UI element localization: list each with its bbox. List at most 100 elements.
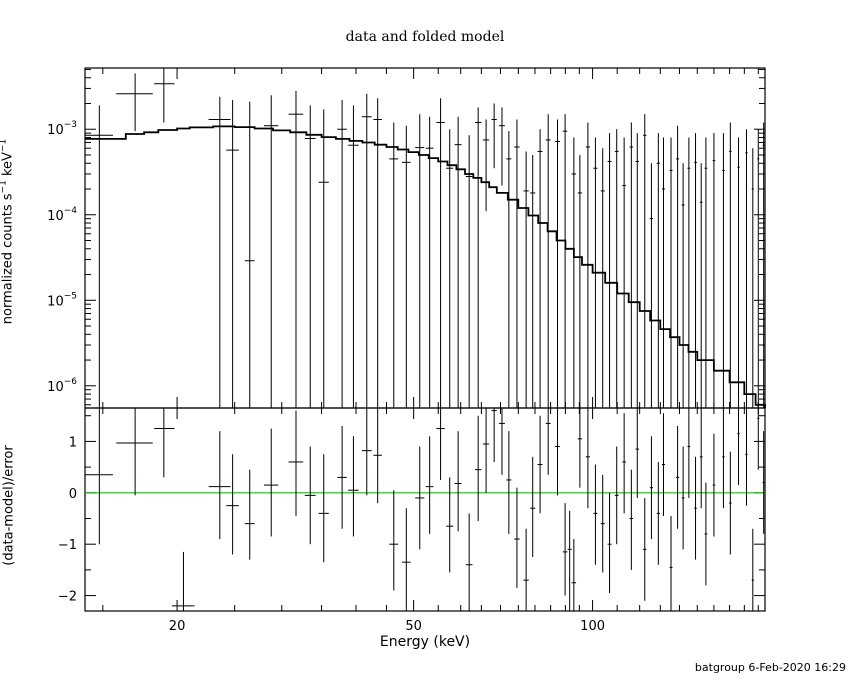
y-axis-label-top-unit: keV [0, 152, 16, 181]
data-point [699, 163, 703, 408]
residual-point [244, 469, 255, 560]
top-panel: 10−3 10−4 10−5 10−6 [47, 67, 766, 409]
residual-point [704, 482, 708, 586]
data-point [506, 131, 512, 408]
data-point [389, 122, 399, 408]
residual-point [669, 515, 673, 611]
residual-point [446, 477, 454, 573]
residual-point [154, 408, 175, 478]
residual-point [425, 436, 434, 534]
residual-point [337, 425, 347, 529]
residual-point [288, 410, 304, 516]
y-axis-label-top-exp1: −1 [0, 180, 9, 194]
data-point [681, 163, 685, 408]
residual-point [361, 408, 372, 496]
residual-point [474, 415, 482, 522]
residual-point [85, 408, 113, 545]
data-point [757, 129, 760, 408]
residual-point [567, 510, 572, 611]
data-point [263, 95, 279, 408]
y-tick-label: 10−6 [47, 377, 77, 395]
data-point [361, 93, 372, 408]
x-tick-label: 20 [169, 619, 186, 634]
residual-point [454, 431, 462, 532]
residual-point [699, 408, 703, 509]
y-axis-label-bottom: (data-model)/error [1, 445, 17, 566]
data-point [737, 137, 740, 408]
y-tick-label: 10−4 [47, 206, 77, 224]
data-point [649, 163, 654, 408]
data-point [593, 137, 598, 408]
residual-point [208, 431, 231, 540]
residual-point [722, 408, 725, 509]
data-point [571, 137, 577, 408]
data-point [491, 103, 497, 169]
residual-point [436, 408, 445, 480]
residual-point [116, 408, 153, 496]
residual-point [629, 469, 634, 570]
data-point [304, 105, 316, 408]
y-axis-label-top: normalized counts s−1 keV−1 [0, 102, 16, 362]
data-point [499, 107, 505, 186]
data-point [454, 116, 462, 408]
residual-point [656, 461, 660, 565]
data-point [704, 137, 708, 408]
residual-point [593, 464, 598, 565]
y-tick-label: 0 [69, 487, 77, 502]
residual-point [348, 436, 359, 537]
data-point [154, 68, 175, 123]
residual-point [649, 436, 654, 540]
data-point [562, 114, 568, 408]
residual-point [694, 456, 697, 560]
residual-point [545, 408, 551, 475]
model-step-line [85, 125, 766, 408]
data-point [337, 99, 347, 408]
residual-point [687, 408, 691, 498]
data-point [751, 148, 754, 408]
data-point [208, 96, 231, 408]
data-point [629, 122, 634, 408]
y-tick-label: 10−5 [47, 291, 77, 309]
data-point [555, 119, 560, 408]
data-point [607, 133, 612, 408]
data-point [643, 114, 647, 408]
data-point [415, 114, 425, 408]
residual-point [614, 446, 619, 545]
data-point [722, 133, 725, 408]
data-point [244, 101, 255, 408]
residual-point [530, 456, 536, 558]
data-point [537, 129, 543, 408]
data-point [482, 119, 490, 212]
residual-point [585, 408, 590, 509]
residual-point [562, 503, 568, 596]
data-point [745, 129, 748, 408]
residual-point [577, 408, 583, 488]
residual-point [643, 497, 647, 601]
data-point [729, 122, 732, 408]
data-point [614, 129, 619, 408]
residual-point [402, 508, 411, 611]
data-point [465, 135, 473, 408]
data-point [116, 73, 153, 132]
residual-point [600, 474, 605, 573]
y-tick-label: 1 [69, 435, 77, 450]
data-point [402, 125, 411, 408]
data-point [85, 105, 113, 408]
data-point [694, 133, 697, 408]
bottom-plot-frame [84, 407, 766, 612]
data-point [656, 133, 660, 408]
data-point [348, 105, 359, 408]
data-point [514, 119, 520, 408]
residual-point [676, 425, 680, 529]
residual-point [304, 446, 316, 545]
footer-stamp: batgroup 6-Feb-2020 16:29 [694, 661, 846, 674]
x-tick-label: 100 [580, 619, 605, 634]
data-point [635, 133, 640, 408]
residual-point [622, 413, 626, 514]
data-point [288, 90, 304, 408]
y-tick-label: 10−3 [47, 120, 77, 138]
residual-point [491, 408, 497, 462]
residual-point [751, 528, 754, 611]
data-point [373, 98, 382, 408]
data-point [669, 137, 673, 408]
